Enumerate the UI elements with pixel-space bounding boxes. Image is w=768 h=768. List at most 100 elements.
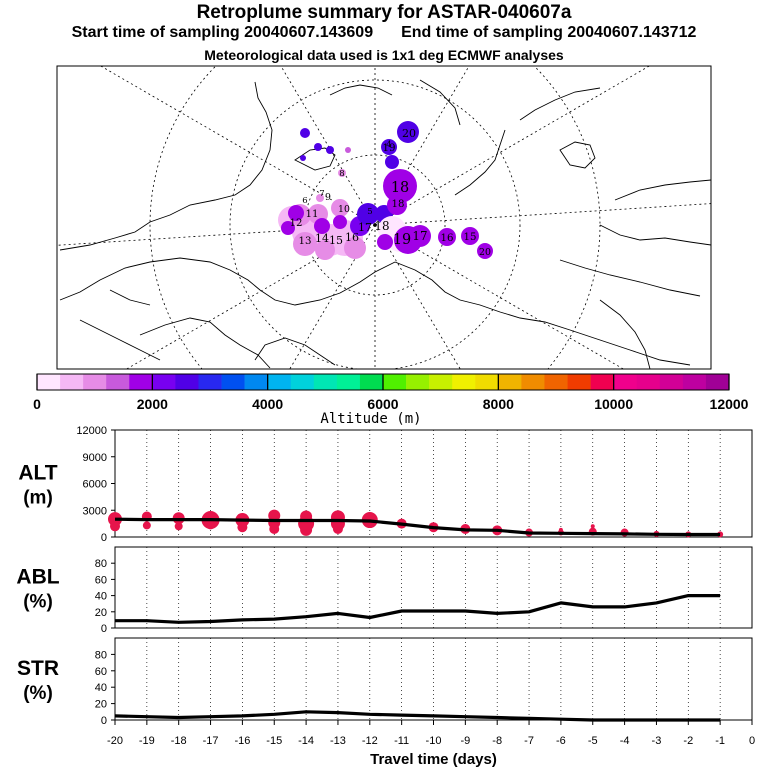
cluster-label: 17	[358, 221, 372, 234]
cluster-label: 14	[315, 232, 329, 245]
y-tick-label: 20	[95, 699, 107, 711]
meridians	[57, 66, 711, 369]
x-tick-label: -19	[139, 735, 155, 747]
colorbar-segment	[475, 374, 499, 390]
colorbar-segment	[313, 374, 338, 390]
colorbar-segment	[106, 374, 130, 390]
colorbar-segment	[590, 374, 614, 390]
cluster-label: 17	[412, 229, 427, 243]
colorbar-segment	[567, 374, 591, 390]
altitude-dot	[332, 523, 343, 534]
x-tick-label: -11	[394, 735, 409, 747]
x-tick-label: -2	[683, 735, 693, 747]
panel-ylabel: ALT	[18, 462, 57, 485]
altitude-dot	[174, 522, 183, 531]
cluster-marker	[281, 221, 295, 235]
coastlines	[59, 79, 711, 369]
colorbar-segment	[244, 374, 268, 390]
alt-series-line	[114, 517, 721, 537]
colorbar-segment	[521, 374, 545, 390]
cluster-marker	[288, 205, 304, 221]
colorbar-title: Altitude (m)	[320, 411, 421, 427]
colorbar-segment	[544, 374, 568, 390]
cluster-label: 15	[329, 234, 343, 247]
cluster-marker	[333, 215, 347, 229]
altitude-dot	[206, 521, 215, 530]
colorbar-tick-label: 4000	[252, 396, 283, 412]
colorbar-segment	[659, 374, 684, 390]
panel-yunit: (m)	[23, 488, 53, 509]
colorbar-segment	[175, 374, 199, 390]
cluster-label: 5	[367, 207, 372, 217]
alt-panel: 0 3000 6000 9000 12000 ALT (m)	[18, 425, 753, 544]
altitude-dot	[237, 522, 248, 533]
y-tick-label: 6000	[83, 479, 107, 491]
colorbar-segment	[290, 374, 315, 390]
colorbar-tick-label: 2000	[137, 396, 168, 412]
colorbar-segment	[613, 374, 638, 390]
cluster-label: 19	[393, 232, 411, 248]
x-tick-label: 0	[749, 735, 755, 747]
cluster-label: 19	[383, 143, 396, 154]
cluster-label: 15	[464, 232, 477, 243]
x-tick-label: -15	[266, 735, 282, 747]
colorbar-segment	[60, 374, 84, 390]
cluster-label: 20	[479, 247, 491, 258]
cluster-marker	[338, 169, 346, 177]
x-tick-label: -9	[460, 735, 470, 747]
cluster-marker	[381, 139, 397, 155]
cluster-label: 9	[325, 192, 331, 203]
cluster-marker	[383, 169, 417, 203]
cluster-label: 16	[441, 233, 454, 244]
cluster-marker	[293, 232, 317, 256]
y-tick-label: 40	[95, 591, 107, 603]
x-tick-label: -1	[715, 735, 725, 747]
y-tick-label: 60	[95, 574, 107, 586]
y-tick-label: 0	[101, 623, 107, 635]
y-tick-label: 60	[95, 666, 107, 678]
x-tick-label: -7	[524, 735, 534, 747]
cluster-marker	[397, 121, 419, 143]
x-tick-label: -16	[234, 735, 250, 747]
cluster-marker	[300, 155, 306, 161]
colorbar-segment	[336, 374, 361, 390]
colorbar-segment	[383, 374, 407, 390]
colorbar-tick-label: 8000	[483, 396, 514, 412]
cluster-marker	[331, 199, 349, 217]
end-time-label: End time of sampling 20040607.143712	[401, 24, 697, 41]
cluster-label: 13	[299, 236, 312, 247]
y-tick-label: 0	[101, 532, 107, 544]
altitude-dot	[590, 524, 595, 529]
panel-ylabel: STR	[17, 657, 59, 680]
y-tick-label: 40	[95, 682, 107, 694]
cluster-marker	[300, 128, 310, 138]
cluster-marker	[377, 234, 393, 250]
x-tick-label: -17	[203, 735, 219, 747]
cluster-marker	[326, 146, 334, 154]
colorbar-tick-label: 12000	[710, 396, 749, 412]
x-tick-label: -5	[588, 735, 598, 747]
y-tick-label: 80	[95, 558, 107, 570]
cluster-marker	[345, 147, 351, 153]
cluster-marker	[315, 240, 335, 260]
cluster-label: 10	[338, 204, 350, 215]
colorbar-segment	[83, 374, 107, 390]
str-series-line	[114, 710, 721, 722]
cluster-label: 8	[339, 169, 344, 179]
cluster-marker	[357, 203, 379, 225]
x-tick-label: -10	[426, 735, 442, 747]
altitude-dot	[300, 523, 313, 536]
time-series-panels: 030006000900012000ALT(m)020406080ABL(%)0…	[16, 425, 755, 768]
colorbar-segment	[152, 374, 176, 390]
colorbar-segment	[129, 374, 153, 390]
cluster-label: 12	[290, 218, 303, 229]
x-tick-label: -6	[556, 735, 566, 747]
x-axis-title: Travel time (days)	[370, 751, 497, 768]
x-tick-label: -8	[492, 735, 502, 747]
altitude-dot	[108, 512, 122, 527]
cluster-marker	[314, 218, 330, 234]
